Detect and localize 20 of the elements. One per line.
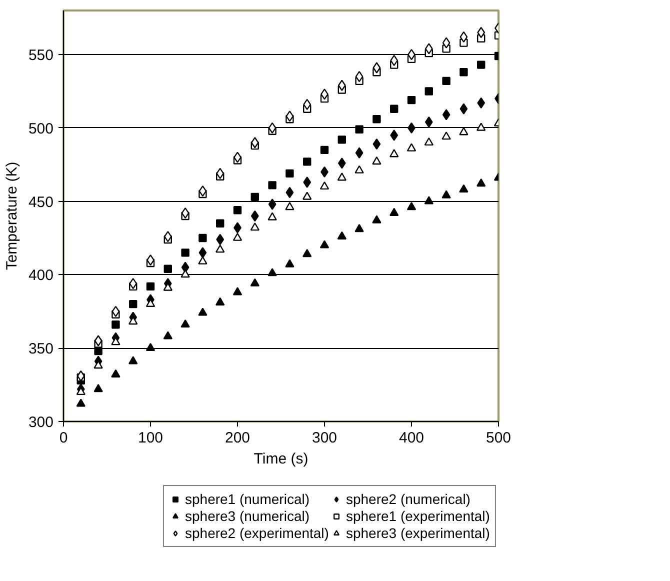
x-tick-label: 200 (224, 430, 250, 446)
y-tick-label: 300 (28, 414, 54, 431)
y-tick-label: 450 (28, 194, 54, 211)
legend-label: sphere1 (numerical) (185, 491, 310, 507)
x-tick-label: 0 (59, 430, 68, 446)
x-tick-label: 500 (486, 430, 512, 446)
legend-label: sphere1 (experimental) (346, 508, 490, 524)
x-tick-label: 100 (138, 430, 164, 446)
legend-label: sphere2 (numerical) (346, 491, 470, 507)
x-tick-label: 400 (398, 430, 424, 446)
x-tick-label: 300 (312, 430, 338, 446)
x-axis-title: Time (s) (254, 450, 308, 468)
legend-label: sphere3 (experimental) (346, 525, 490, 541)
y-axis-title: Temperature (K) (3, 162, 20, 270)
y-tick-label: 350 (28, 340, 54, 358)
legend-label: sphere2 (experimental) (185, 525, 329, 541)
y-tick-label: 550 (28, 47, 54, 64)
y-tick-label: 400 (28, 267, 54, 284)
legend-label: sphere3 (numerical) (185, 508, 310, 524)
y-tick-label: 500 (28, 120, 54, 138)
